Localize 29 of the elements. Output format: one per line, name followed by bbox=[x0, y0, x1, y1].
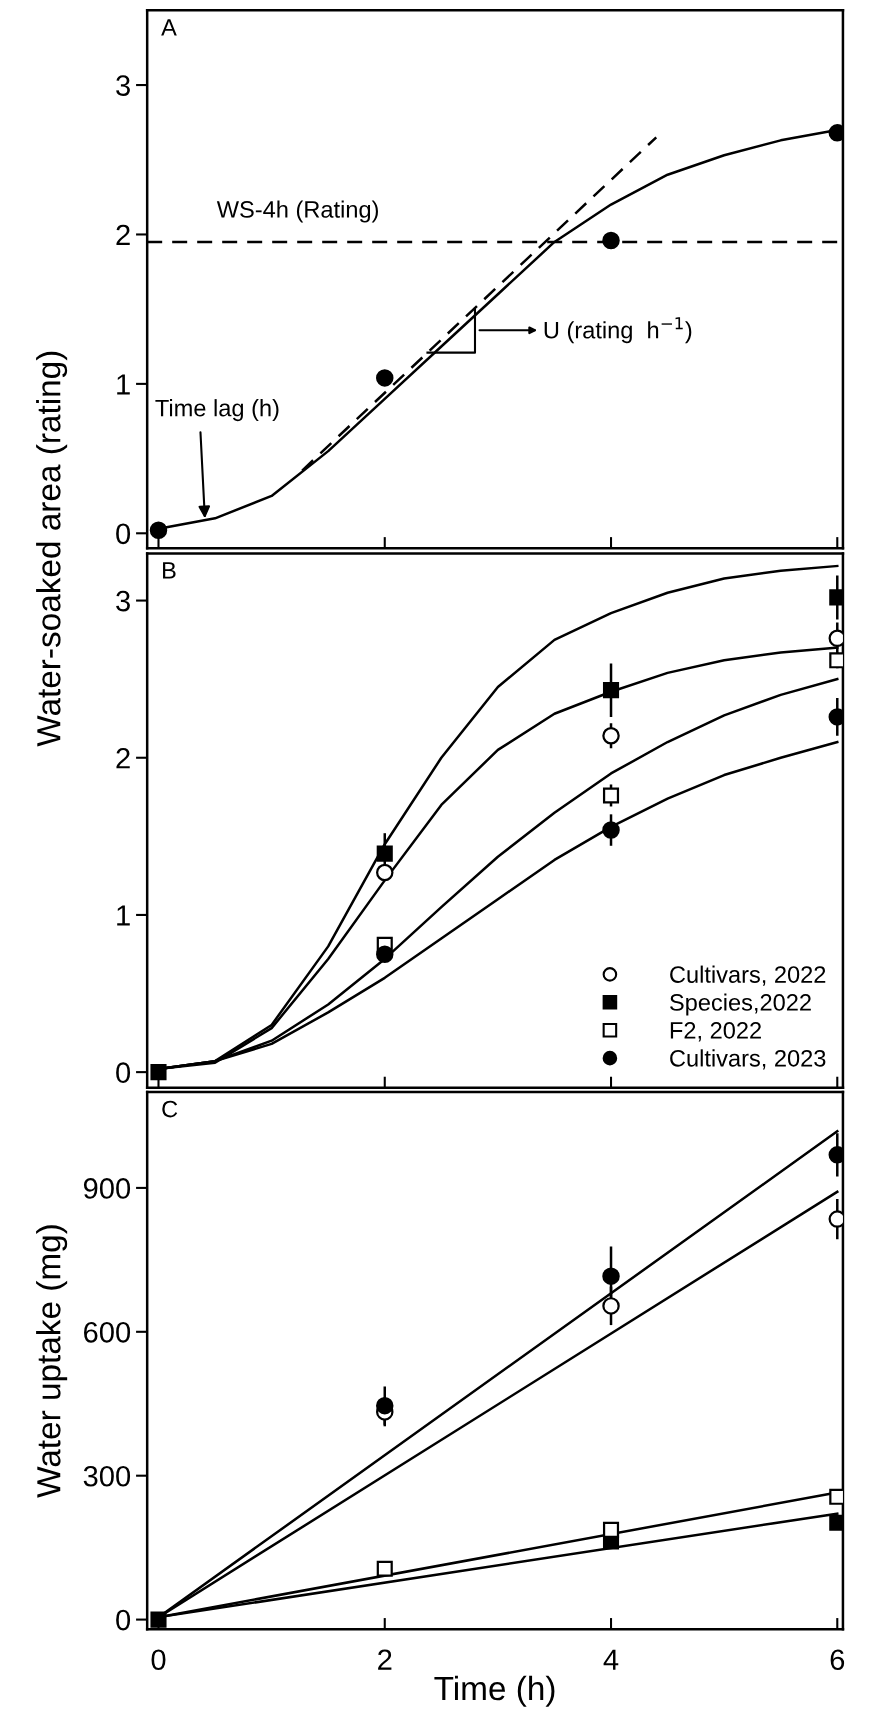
y-tick-label: 3 bbox=[116, 590, 130, 612]
ref-line-label: WS-4h (Rating) bbox=[216, 200, 378, 223]
x-tick-label: 6 bbox=[830, 1649, 845, 1671]
y-tick-label: 1 bbox=[117, 905, 130, 926]
annotation: Time lag (h) bbox=[155, 399, 279, 422]
annotation: U (rating h$^{−1}$) bbox=[544, 317, 692, 344]
chart-title: C bbox=[162, 1100, 178, 1118]
y-tick-label: 0 bbox=[116, 523, 131, 545]
y-tick-label: 0 bbox=[116, 1609, 131, 1631]
x-tick-label: 0 bbox=[151, 1649, 166, 1671]
chart-title: B bbox=[163, 562, 176, 579]
chart-title: A bbox=[161, 19, 177, 36]
y-axis-title: Water-soaked area (rating) bbox=[36, 351, 68, 747]
y-axis-title: Water uptake (mg) bbox=[36, 1225, 68, 1498]
x-tick-label: 4 bbox=[603, 1649, 619, 1670]
y-tick-label: 1 bbox=[117, 374, 130, 395]
legend-label: Cultivars, 2022 bbox=[670, 965, 826, 986]
y-tick-label: 600 bbox=[84, 1322, 131, 1343]
y-tick-label: 900 bbox=[83, 1178, 131, 1199]
legend-label: Species,2022 bbox=[670, 993, 811, 1016]
x-tick-label: 2 bbox=[378, 1649, 392, 1670]
y-tick-label: 0 bbox=[116, 1062, 131, 1083]
legend-label: Cultivars, 2023 bbox=[670, 1049, 826, 1070]
y-tick-label: 2 bbox=[116, 747, 130, 769]
x-axis-title: Time (h) bbox=[434, 1675, 555, 1707]
y-tick-label: 2 bbox=[116, 224, 130, 246]
y-tick-label: 3 bbox=[116, 75, 130, 96]
legend-label: F2, 2022 bbox=[670, 1022, 761, 1042]
y-tick-label: 300 bbox=[83, 1465, 131, 1487]
